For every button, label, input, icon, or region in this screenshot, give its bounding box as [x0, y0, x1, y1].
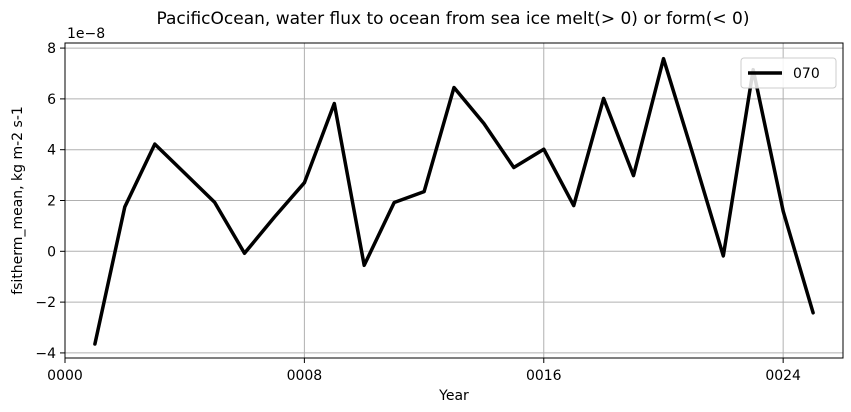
y-axis-ticks: −4 −2 0 2 4 6 8: [35, 41, 65, 362]
chart-title: PacificOcean, water flux to ocean from s…: [156, 9, 749, 29]
y-tick-label: 0: [47, 244, 56, 260]
legend-box: [740, 57, 837, 89]
y-tick-label: 6: [47, 92, 56, 108]
y-axis-label: fsitherm_mean, kg m-2 s-1: [10, 106, 26, 295]
x-axis-ticks: 0000 0008 0016 0024: [47, 358, 801, 384]
grid: [64, 43, 843, 358]
x-tick-label: 0008: [287, 368, 323, 384]
legend-label: 070: [793, 66, 820, 82]
y-tick-label: −4: [35, 346, 56, 362]
legend: 070: [740, 57, 837, 89]
series-line: [93, 56, 815, 346]
y-tick-label: 2: [47, 194, 56, 210]
x-tick-label: 0024: [765, 368, 801, 384]
y-tick-label: 4: [47, 143, 56, 159]
x-tick-label: 0000: [47, 368, 83, 384]
x-tick-label: 0016: [526, 368, 562, 384]
y-tick-label: 8: [47, 41, 56, 57]
y-tick-label: −2: [35, 295, 56, 311]
series-layer: [93, 56, 815, 346]
y-scale-label: 1e−8: [67, 26, 105, 42]
x-axis-label: Year: [438, 388, 469, 404]
